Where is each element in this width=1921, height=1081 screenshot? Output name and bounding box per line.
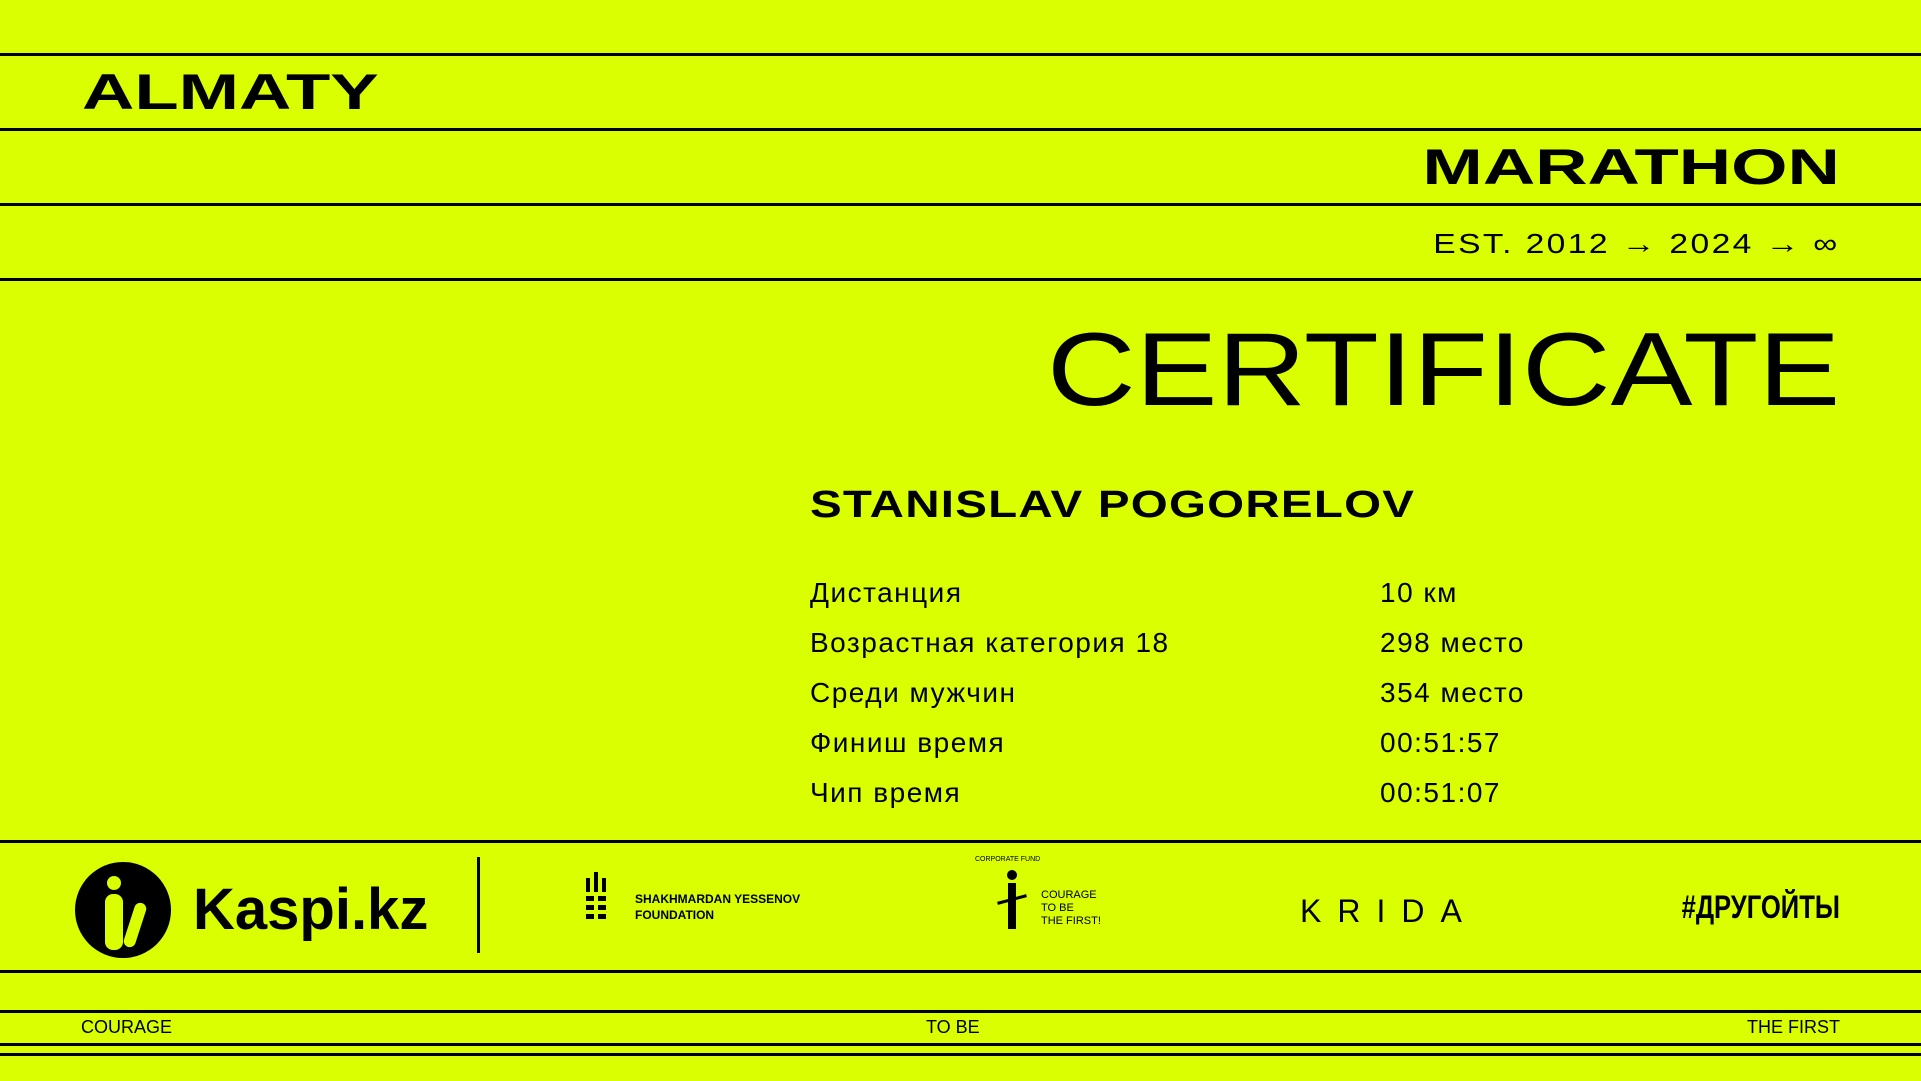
hashtag-logo: #ДРУГОЙТЫ: [1681, 889, 1840, 925]
divider: [0, 203, 1921, 206]
divider: [0, 128, 1921, 131]
result-label: Возрастная категория 18: [810, 627, 1170, 658]
result-value: 298 место: [1380, 627, 1525, 658]
footer-left: COURAGE: [81, 1017, 173, 1037]
divider: [0, 840, 1921, 843]
certificate-title: CERTIFICATE: [1046, 312, 1840, 428]
result-label: Среди мужчин: [810, 677, 1017, 708]
header-marathon: MARATHON: [1422, 139, 1840, 195]
divider: [0, 970, 1921, 973]
courage-fund-text: COURAGE TO BE THE FIRST!: [1041, 889, 1101, 927]
result-label: Чип время: [810, 777, 962, 808]
kaspi-wordmark: Kaspi.kz: [193, 877, 429, 942]
divider: [0, 1010, 1921, 1013]
participant-name: STANISLAV POGORELOV: [810, 484, 1416, 526]
footer-center: TO BE: [926, 1017, 980, 1037]
foundation-logo-icon: [586, 872, 610, 922]
result-label: Дистанция: [810, 577, 963, 608]
result-value: 00:51:57: [1380, 727, 1501, 758]
foundation-name: SHAKHMARDAN YESSENOV FOUNDATION: [635, 892, 801, 922]
divider: [0, 1043, 1921, 1046]
result-label: Финиш время: [810, 727, 1006, 758]
courage-fund-arc-text: CORPORATE FUND: [975, 856, 1041, 863]
footer-right: THE FIRST: [1747, 1017, 1840, 1037]
kaspi-logo-icon: [75, 862, 171, 958]
result-value: 354 место: [1380, 677, 1525, 708]
result-value: 10 км: [1380, 577, 1458, 608]
result-value: 00:51:07: [1380, 777, 1501, 808]
sponsor-divider: [477, 857, 480, 953]
courage-fund-logo-icon: [995, 868, 1031, 934]
divider: [0, 278, 1921, 281]
header-almaty: ALMATY: [82, 64, 379, 120]
divider: [0, 53, 1921, 56]
divider: [0, 1053, 1921, 1056]
krida-logo: KRIDA: [1300, 893, 1478, 929]
header-tagline: EST. 2012 → 2024 → ∞: [1433, 228, 1840, 259]
